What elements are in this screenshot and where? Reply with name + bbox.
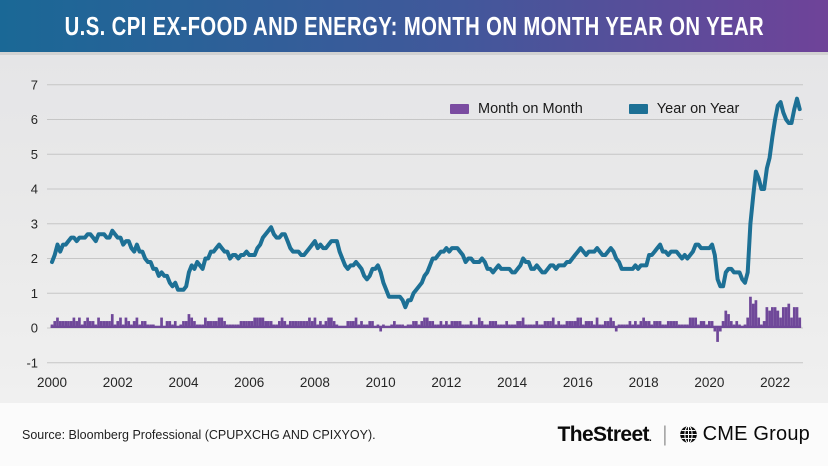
yoy-line — [50, 96, 802, 310]
footer: Source: Bloomberg Professional (CPUPXCHG… — [0, 403, 828, 466]
chart-panel: -1 0 1 2 3 4 5 6 7 2000 2002 2004 2006 2008 2010 2012 20… — [0, 55, 828, 403]
legend-label-year-on-year: Year on Year — [656, 101, 740, 117]
legend-label-month-on-month: Month on Month — [478, 101, 583, 117]
x-tick-label: 2004 — [168, 375, 199, 390]
x-tick-label: 2002 — [103, 375, 133, 390]
x-tick-label: 2014 — [497, 375, 528, 390]
x-tick-label: 2022 — [760, 375, 790, 390]
x-tick-label: 2008 — [300, 375, 330, 390]
legend-swatch-year-on-year — [628, 104, 648, 114]
y-tick-label: 1 — [31, 286, 38, 301]
y-tick-label: 5 — [31, 147, 38, 162]
y-tick-label: 3 — [31, 216, 38, 231]
chart-legend: Month on Month Year on Year — [450, 101, 739, 117]
brand-logos: TheStreet. | CME Group — [557, 423, 810, 447]
y-tick-label: -1 — [26, 355, 38, 370]
thestreet-logo: TheStreet. — [557, 423, 651, 447]
legend-item-year-on-year: Year on Year — [628, 101, 740, 117]
thestreet-logo-mark: . — [648, 432, 652, 444]
legend-item-month-on-month: Month on Month — [450, 101, 583, 117]
thestreet-logo-text: TheStreet — [557, 422, 649, 446]
brand-separator: | — [662, 422, 668, 446]
x-tick-label: 2010 — [366, 375, 396, 390]
x-tick-label: 2020 — [694, 375, 724, 390]
legend-swatch-month-on-month — [450, 104, 469, 114]
y-tick-label: 4 — [31, 182, 38, 197]
x-tick-label: 2018 — [629, 375, 659, 390]
cme-group-logo: CME Group — [679, 423, 810, 446]
source-note: Source: Bloomberg Professional (CPUPXCHG… — [22, 427, 376, 442]
page-title: U.S. CPI EX-FOOD AND ENERGY: MONTH ON MO… — [64, 10, 764, 41]
y-axis-labels: -1 0 1 2 3 4 5 6 7 — [26, 77, 38, 370]
y-tick-label: 7 — [31, 77, 38, 92]
y-tick-label: 2 — [31, 251, 38, 266]
x-axis-labels: 2000 2002 2004 2006 2008 2010 2012 2014 2016 2018… — [37, 375, 790, 390]
chart-title-bar: U.S. CPI EX-FOOD AND ENERGY: MONTH ON MO… — [0, 0, 828, 55]
y-tick-label: 6 — [31, 112, 38, 127]
y-tick-label: 0 — [31, 321, 38, 336]
x-tick-label: 2016 — [563, 375, 593, 390]
x-tick-label: 2006 — [234, 375, 264, 390]
mom-bars — [50, 296, 802, 342]
globe-icon — [679, 425, 697, 444]
x-tick-label: 2012 — [431, 375, 461, 390]
x-tick-label: 2000 — [37, 375, 67, 390]
cme-group-logo-text: CME Group — [702, 423, 810, 445]
